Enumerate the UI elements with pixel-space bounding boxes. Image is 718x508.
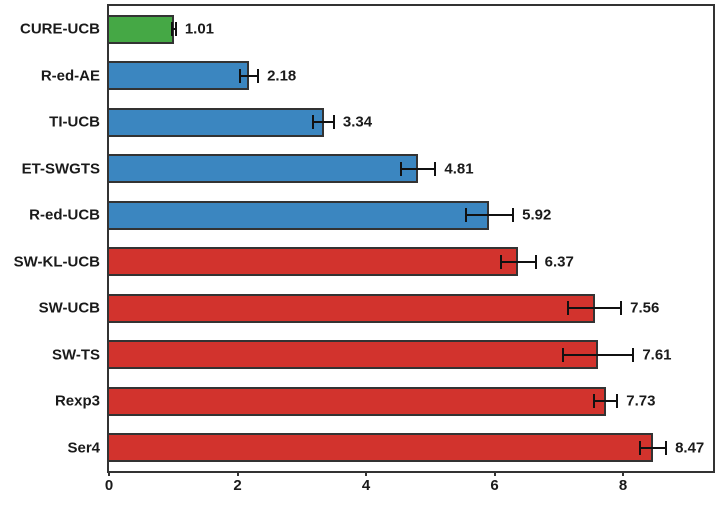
error-bar-cap: [464, 208, 467, 223]
error-bar-cap: [174, 22, 177, 37]
category-label: TI-UCB: [49, 113, 100, 131]
category-label: SW-UCB: [38, 299, 100, 317]
error-bar: [568, 307, 622, 310]
x-tick-mark: [236, 471, 239, 476]
error-bar-cap: [632, 347, 635, 362]
category-label: R-ed-AE: [40, 67, 100, 85]
error-bar-cap: [639, 440, 642, 455]
error-bar: [562, 353, 634, 356]
error-bar-cap: [620, 301, 623, 316]
error-bar: [594, 400, 618, 403]
category-label: Ser4: [67, 439, 100, 457]
x-tick-mark: [493, 471, 496, 476]
error-bar: [240, 74, 259, 77]
error-bar: [313, 121, 334, 124]
plot-area: 1.01 2.18 3.34 4.81 5.92 6.37 7.56 7.61 7.73 8.47: [107, 4, 715, 473]
error-bar-cap: [312, 115, 315, 130]
bar-value-label: 7.73: [626, 392, 656, 410]
bar-value-label: 8.47: [675, 439, 705, 457]
bar-value-label: 5.92: [522, 206, 552, 224]
bar-value-label: 7.61: [642, 346, 672, 364]
error-bar: [171, 28, 176, 31]
category-label: SW-KL-UCB: [13, 253, 100, 271]
bar-SW-TS: [109, 340, 598, 370]
x-tick-label: 2: [233, 477, 242, 494]
category-label: R-ed-UCB: [29, 206, 100, 224]
x-tick-label: 4: [361, 477, 371, 494]
error-bar-cap: [616, 394, 619, 409]
error-bar: [640, 446, 667, 449]
category-label: Rexp3: [54, 392, 100, 410]
error-bar-cap: [499, 254, 502, 269]
bar-SW-UCB: [109, 293, 595, 323]
error-bar: [500, 260, 536, 263]
bar-value-label: 2.18: [267, 67, 297, 85]
error-bar-cap: [534, 254, 537, 269]
error-bar-cap: [567, 301, 570, 316]
bar-value-label: 4.81: [444, 160, 474, 178]
x-tick-label: 6: [490, 477, 499, 494]
category-label: CURE-UCB: [20, 20, 100, 38]
error-bar: [400, 167, 436, 170]
bar-value-label: 6.37: [544, 253, 574, 271]
error-bar-cap: [561, 347, 564, 362]
bar-SW-KL-UCB: [109, 247, 519, 277]
error-bar-cap: [665, 440, 668, 455]
x-tick-label: 0: [104, 477, 114, 494]
bar-R-ed-AE: [109, 61, 250, 91]
bar-Ser4: [109, 433, 654, 463]
x-tick-mark: [622, 471, 625, 476]
x-tick-mark: [365, 471, 368, 476]
bar-value-label: 1.01: [184, 20, 215, 38]
bar-TI-UCB: [109, 107, 324, 137]
error-bar-cap: [399, 161, 402, 176]
bar-ET-SWGTS: [109, 154, 419, 184]
error-bar-cap: [257, 68, 260, 83]
bar-CURE-UCB: [109, 14, 174, 44]
bar-value-label: 7.56: [630, 299, 660, 317]
error-bar-cap: [593, 394, 596, 409]
error-bar-cap: [239, 68, 242, 83]
error-bar-cap: [170, 22, 173, 37]
error-bar-cap: [512, 208, 515, 223]
x-tick-label: 8: [618, 477, 628, 494]
x-tick-mark: [108, 471, 110, 476]
category-label: ET-SWGTS: [21, 160, 100, 178]
bar-Rexp3: [109, 386, 606, 416]
error-bar-cap: [434, 161, 437, 176]
bar-value-label: 3.34: [342, 113, 373, 131]
error-bar-cap: [332, 115, 335, 130]
category-label: SW-TS: [51, 346, 100, 364]
error-bar: [465, 214, 514, 217]
bar-R-ed-UCB: [109, 200, 490, 230]
